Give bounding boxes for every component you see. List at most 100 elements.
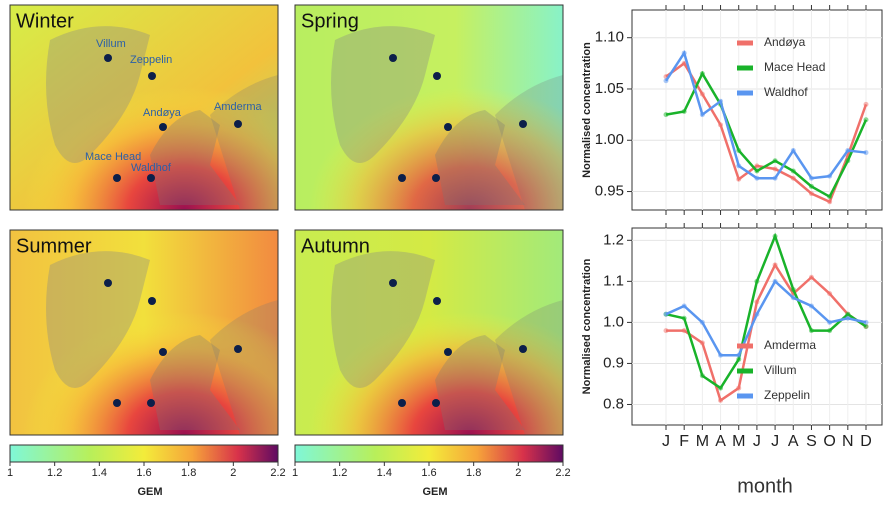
data-point (790, 295, 796, 301)
y-tick-label: 1.05 (595, 80, 624, 97)
station-marker (444, 348, 452, 356)
data-point (736, 385, 742, 391)
colorbar-tick-label: 1.6 (421, 467, 436, 479)
legend-label: Villum (764, 363, 796, 377)
station-marker (104, 54, 112, 62)
legend-label: Amderma (764, 338, 816, 352)
data-point (754, 175, 760, 181)
data-point (772, 175, 778, 181)
data-point (827, 199, 833, 205)
x-tick-label: D (860, 433, 872, 450)
scandinavia (150, 335, 240, 430)
colorbar-tick-label: 1.6 (136, 467, 151, 479)
series-line (664, 50, 867, 180)
data-point (827, 319, 833, 325)
data-point (808, 274, 814, 280)
x-tick-label: F (679, 433, 689, 450)
legend-label: Andøya (764, 35, 806, 49)
station-marker (433, 297, 441, 305)
data-point (736, 163, 742, 169)
map-hotspot (295, 230, 563, 435)
data-point (681, 328, 687, 334)
scandinavia (435, 335, 525, 430)
station-marker (234, 345, 242, 353)
series-line (665, 61, 868, 204)
map-hotspot (10, 230, 278, 435)
legend-label: Zeppelin (764, 388, 810, 402)
legend-label: Waldhof (764, 85, 808, 99)
map-hotspot (10, 5, 278, 210)
x-tick-label: A (715, 433, 726, 450)
colorbar-label: GEM (137, 486, 162, 498)
colorbar-tick-label: 1.2 (332, 467, 347, 479)
data-point (754, 163, 760, 169)
station-marker (398, 399, 406, 407)
data-point (863, 150, 869, 156)
colorbar-tick-label: 1 (292, 467, 298, 479)
x-tick-label: M (732, 433, 745, 450)
map-panel: Autumn (294, 229, 564, 436)
data-point (681, 50, 687, 56)
y-tick-label: 1.2 (603, 231, 624, 248)
data-point (772, 158, 778, 164)
data-point (772, 166, 778, 172)
data-point (663, 311, 669, 317)
data-point (736, 176, 742, 182)
data-point (718, 352, 724, 358)
data-point (790, 148, 796, 154)
data-point (845, 158, 851, 164)
season-label: Summer (16, 235, 92, 257)
colorbar-tick-label: 1.2 (47, 467, 62, 479)
data-point (699, 373, 705, 379)
series-line (665, 279, 867, 357)
data-point (808, 191, 814, 197)
station-marker (147, 399, 155, 407)
y-axis-label: Normalised concentration (581, 258, 593, 394)
data-point (827, 328, 833, 334)
y-tick-label: 0.95 (595, 183, 624, 200)
data-point (663, 328, 669, 334)
data-point (754, 299, 760, 305)
y-axis-label: Normalised concentration (581, 42, 593, 178)
data-point (845, 315, 851, 321)
data-point (863, 319, 869, 325)
x-tick-label: J (662, 433, 670, 450)
colorbar-tick-label: 2.2 (270, 467, 285, 479)
map-panel: Spring (294, 4, 564, 211)
season-label: Autumn (301, 235, 370, 257)
data-point (681, 315, 687, 321)
station-marker (159, 348, 167, 356)
x-tick-label: S (806, 433, 817, 450)
greenland (46, 26, 150, 163)
y-tick-label: 0.8 (603, 395, 624, 412)
data-point (863, 324, 869, 329)
greenland (331, 26, 435, 163)
colorbar-tick-label: 2.2 (555, 467, 570, 479)
series-line (665, 232, 867, 390)
scandinavia (435, 110, 525, 205)
station-marker (148, 72, 156, 80)
data-point (681, 109, 687, 115)
station-label: Waldhof (131, 162, 172, 174)
data-point (863, 117, 869, 123)
data-point (699, 91, 705, 97)
station-marker (389, 54, 397, 62)
station-marker (159, 123, 167, 131)
data-point (772, 233, 778, 239)
map-border (9, 4, 279, 211)
colorbar-tick-label: 2 (515, 467, 521, 479)
russia (495, 75, 563, 210)
map-border (294, 4, 564, 211)
data-point (808, 303, 814, 309)
russia (210, 75, 278, 210)
data-point (808, 183, 814, 189)
data-point (845, 311, 851, 317)
station-marker (444, 123, 452, 131)
map-panel: Summer (9, 229, 279, 436)
data-point (699, 112, 705, 118)
x-tick-label: N (842, 433, 854, 450)
station-marker (234, 120, 242, 128)
data-point (736, 352, 742, 358)
